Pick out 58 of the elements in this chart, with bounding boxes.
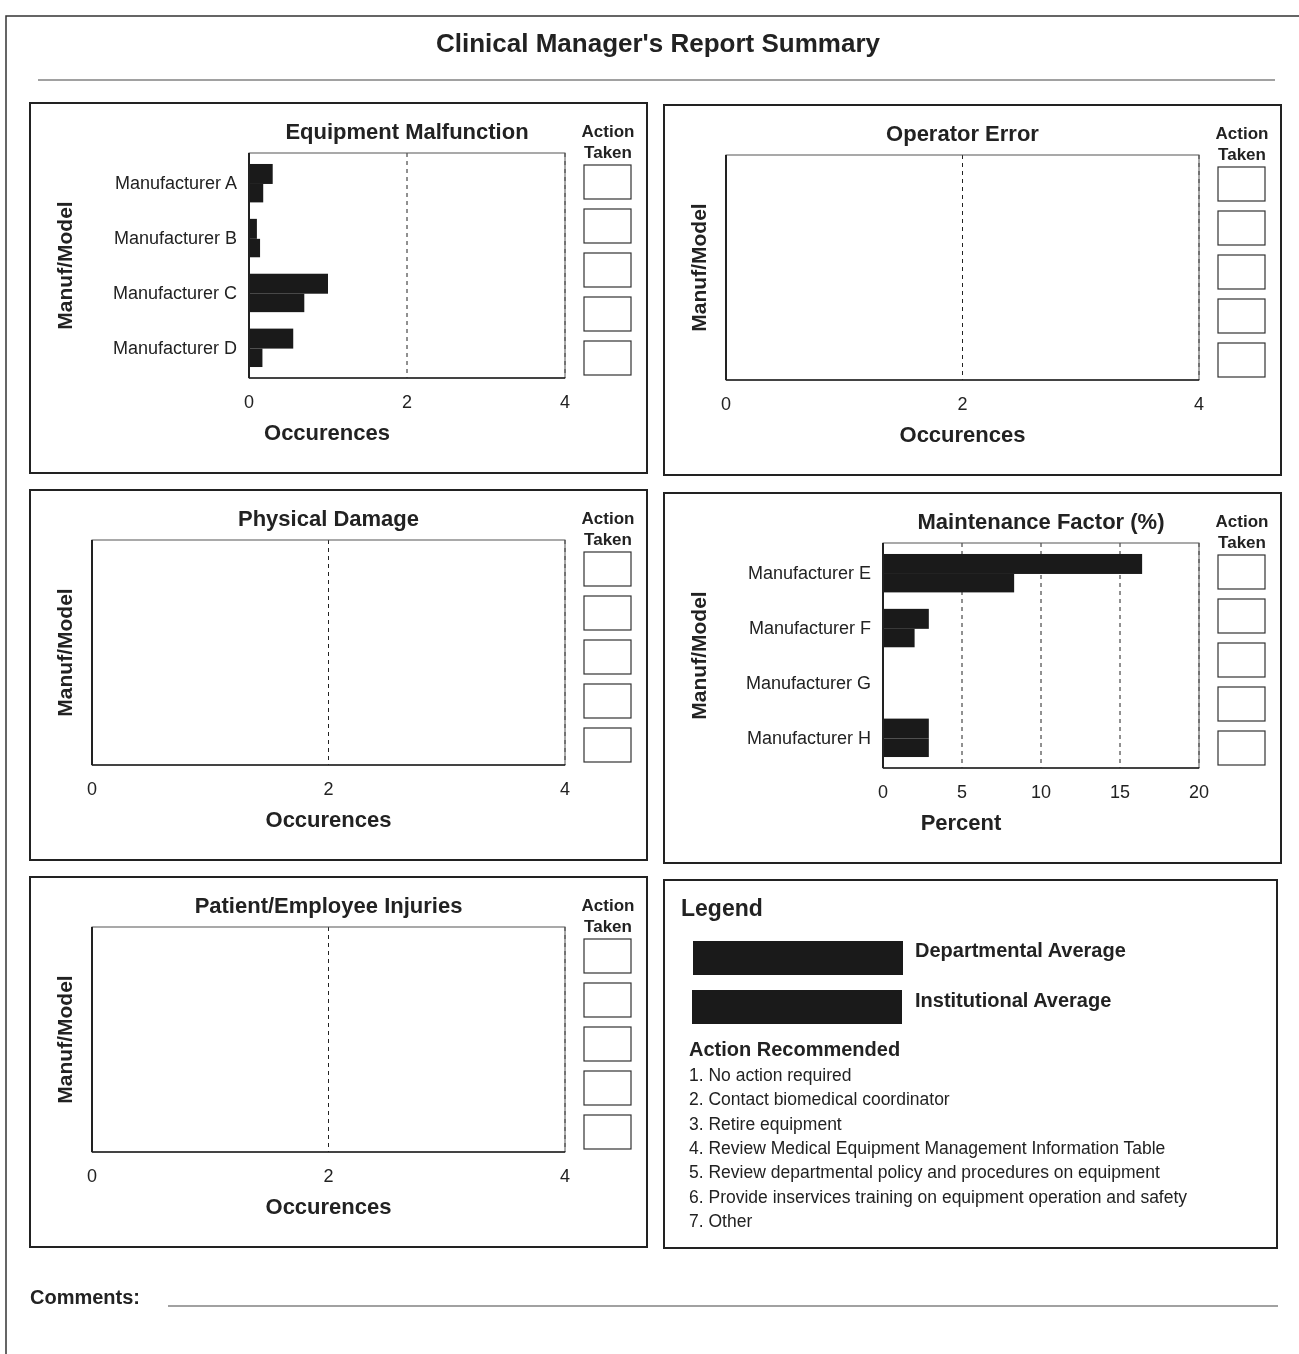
text: 4. Review Medical Equipment Management Information Table xyxy=(689,1137,1166,1158)
text: Institutional Average xyxy=(915,989,1112,1011)
chart-title: Maintenance Factor (%) xyxy=(917,509,1165,534)
y-axis-title: Manuf/Model xyxy=(53,588,76,717)
text: Action Taken xyxy=(1215,124,1269,164)
text: Action Taken xyxy=(581,896,635,936)
y-tick-label: Manufacturer C xyxy=(112,282,237,303)
y-axis-title: Manuf/Model xyxy=(53,201,76,330)
chart-title: Operator Error xyxy=(886,121,1040,146)
x-tick-label: 2 xyxy=(323,1166,334,1186)
x-tick-label: 20 xyxy=(1188,782,1210,802)
y-axis-title: Manuf/Model xyxy=(687,591,710,720)
x-tick-label: 4 xyxy=(1193,394,1205,414)
x-axis-title: Occurences xyxy=(265,807,392,832)
x-tick-label: 15 xyxy=(1109,782,1131,802)
text: Action Recommended xyxy=(689,1038,901,1060)
x-axis-title: Occurences xyxy=(899,422,1026,447)
chart-title: Equipment Malfunction xyxy=(285,119,529,144)
text: Legend xyxy=(681,895,763,921)
x-tick-label: 10 xyxy=(1030,782,1052,802)
text: 5. Review departmental policy and procedures on equipment xyxy=(689,1162,1160,1183)
text: Action Taken xyxy=(581,509,635,549)
text: 6. Provide inservices training on equipment operation and safety xyxy=(689,1186,1188,1207)
x-tick-label: 2 xyxy=(401,392,413,412)
text: Action Taken xyxy=(1215,512,1269,552)
x-axis-title: Occurences xyxy=(265,1194,392,1219)
x-tick-label: 0 xyxy=(243,392,255,412)
x-tick-label: 4 xyxy=(559,1166,571,1186)
x-tick-label: 4 xyxy=(559,392,571,412)
x-tick-label: 2 xyxy=(323,779,334,799)
x-tick-label: 0 xyxy=(86,779,98,799)
x-tick-label: 0 xyxy=(86,1166,98,1186)
text: Comments: xyxy=(30,1286,141,1308)
text: 7. Other xyxy=(689,1210,753,1231)
y-tick-label: Manufacturer A xyxy=(114,173,237,194)
y-tick-label: Manufacturer G xyxy=(745,672,871,693)
text: 2. Contact biomedical coordinator xyxy=(689,1089,950,1110)
x-tick-label: 0 xyxy=(877,782,889,802)
x-axis-title: Occurences xyxy=(264,420,390,445)
text: Departmental Average xyxy=(915,939,1126,961)
text: 1. No action required xyxy=(689,1065,852,1085)
x-axis-title: Percent xyxy=(920,810,1003,835)
x-tick-label: 2 xyxy=(957,394,968,414)
y-axis-title: Manuf/Model xyxy=(687,203,710,332)
text: Clinical Manager's Report Summary xyxy=(436,28,881,58)
y-tick-label: Manufacturer E xyxy=(747,563,871,584)
x-tick-label: 5 xyxy=(956,782,968,802)
chart-title: Patient/Employee Injuries xyxy=(194,893,463,918)
y-tick-label: Manufacturer F xyxy=(748,618,871,639)
text: 3. Retire equipment xyxy=(689,1113,842,1134)
y-tick-label: Manufacturer B xyxy=(113,228,237,249)
y-tick-label: Manufacturer D xyxy=(112,337,237,358)
x-tick-label: 4 xyxy=(559,779,571,799)
x-tick-label: 0 xyxy=(720,394,732,414)
chart-title: Physical Damage xyxy=(238,506,419,531)
y-tick-label: Manufacturer H xyxy=(746,727,871,748)
y-axis-title: Manuf/Model xyxy=(53,975,76,1104)
text: Action Taken xyxy=(581,122,635,162)
